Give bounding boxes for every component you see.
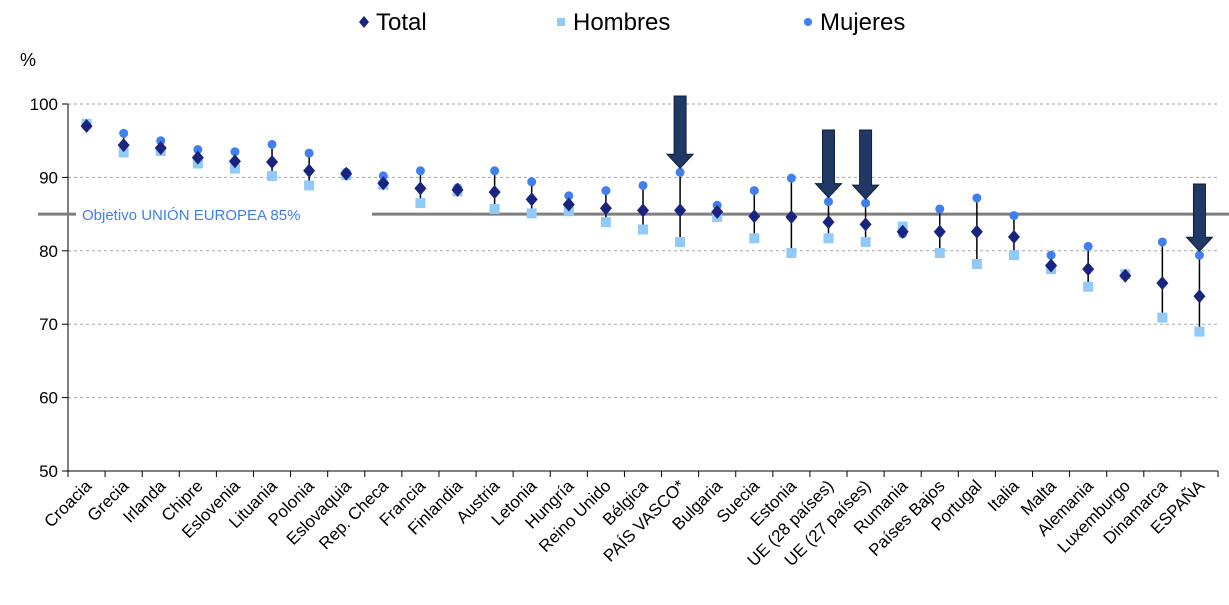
point-mujeres bbox=[972, 193, 982, 203]
legend-marker-hombres bbox=[557, 18, 565, 26]
point-hombres bbox=[934, 248, 945, 259]
point-mujeres bbox=[638, 180, 648, 190]
point-hombres bbox=[638, 224, 648, 235]
point-total bbox=[1119, 268, 1132, 283]
point-total bbox=[637, 203, 649, 218]
point-total bbox=[1007, 229, 1020, 244]
point-mujeres bbox=[1083, 241, 1093, 251]
point-mujeres bbox=[786, 173, 796, 183]
point-mujeres bbox=[601, 186, 611, 196]
point-mujeres bbox=[378, 171, 388, 181]
point-total bbox=[451, 182, 464, 197]
legend-marker-mujeres bbox=[804, 18, 812, 26]
point-total bbox=[1045, 258, 1058, 273]
point-total bbox=[822, 215, 835, 230]
point-mujeres bbox=[823, 197, 833, 207]
point-total bbox=[674, 203, 687, 218]
point-total bbox=[80, 119, 93, 134]
point-total bbox=[228, 154, 241, 169]
y-tick-label: 80 bbox=[39, 242, 58, 261]
point-mujeres bbox=[1046, 250, 1056, 260]
point-mujeres bbox=[527, 177, 537, 187]
point-hombres bbox=[971, 259, 982, 270]
y-unit-label: % bbox=[20, 50, 36, 70]
y-tick-label: 60 bbox=[39, 389, 58, 408]
point-mujeres bbox=[749, 186, 759, 196]
point-hombres bbox=[526, 208, 537, 219]
point-mujeres bbox=[230, 147, 240, 157]
highlight-arrow bbox=[851, 129, 880, 200]
point-mujeres bbox=[1157, 237, 1167, 247]
point-hombres bbox=[1157, 312, 1168, 323]
point-total bbox=[117, 138, 130, 153]
point-hombres bbox=[267, 170, 278, 181]
point-hombres bbox=[823, 233, 834, 244]
point-hombres bbox=[1194, 326, 1205, 337]
point-hombres bbox=[304, 180, 315, 191]
point-hombres bbox=[860, 236, 871, 247]
point-mujeres bbox=[935, 204, 945, 214]
legend-label: Hombres bbox=[573, 9, 670, 36]
y-tick-label: 90 bbox=[39, 168, 58, 187]
point-total bbox=[488, 185, 501, 200]
point-total bbox=[748, 209, 761, 224]
y-tick-label: 50 bbox=[39, 462, 58, 481]
point-mujeres bbox=[490, 166, 500, 176]
x-category-label: Irlanda bbox=[119, 476, 170, 527]
point-total bbox=[562, 197, 575, 212]
point-total bbox=[266, 154, 279, 169]
point-hombres bbox=[786, 248, 797, 259]
point-total bbox=[970, 224, 983, 239]
point-total bbox=[154, 141, 167, 156]
point-total bbox=[191, 150, 204, 165]
x-category-label: Italia bbox=[984, 476, 1023, 515]
point-mujeres bbox=[1194, 250, 1204, 260]
y-tick-label: 100 bbox=[30, 95, 58, 114]
point-mujeres bbox=[675, 167, 685, 177]
point-total bbox=[711, 204, 724, 219]
legend-label: Mujeres bbox=[820, 9, 905, 36]
point-hombres bbox=[415, 198, 426, 209]
point-mujeres bbox=[861, 198, 871, 208]
legend-marker-total bbox=[359, 16, 369, 28]
point-hombres bbox=[675, 236, 686, 247]
point-total bbox=[303, 163, 316, 178]
point-hombres bbox=[1008, 250, 1019, 261]
point-mujeres bbox=[119, 128, 129, 138]
point-total bbox=[1082, 262, 1095, 277]
y-tick-label: 70 bbox=[39, 315, 58, 334]
point-total bbox=[1193, 289, 1206, 304]
point-total bbox=[525, 192, 538, 207]
point-mujeres bbox=[1009, 211, 1019, 221]
point-total bbox=[896, 224, 909, 239]
point-hombres bbox=[749, 233, 760, 244]
point-mujeres bbox=[267, 139, 277, 149]
point-mujeres bbox=[564, 191, 574, 201]
point-hombres bbox=[229, 163, 240, 174]
point-hombres bbox=[1083, 281, 1094, 292]
legend-label: Total bbox=[376, 9, 427, 36]
highlight-arrow bbox=[665, 95, 695, 169]
point-mujeres bbox=[415, 166, 425, 176]
point-total bbox=[933, 224, 946, 239]
target-label: Objetivo UNIÓN EUROPEA 85% bbox=[82, 207, 300, 224]
point-mujeres bbox=[156, 136, 166, 146]
highlight-arrow bbox=[814, 129, 843, 199]
point-hombres bbox=[118, 147, 129, 158]
highlight-arrow bbox=[1185, 183, 1214, 252]
x-category-label: Croacia bbox=[41, 476, 96, 531]
point-total bbox=[599, 201, 612, 216]
point-total bbox=[859, 217, 872, 232]
point-total bbox=[414, 181, 427, 196]
point-mujeres bbox=[304, 148, 314, 158]
point-total bbox=[1156, 276, 1169, 291]
point-hombres bbox=[489, 203, 500, 214]
point-total bbox=[377, 176, 390, 191]
point-total bbox=[340, 166, 353, 181]
point-hombres bbox=[600, 217, 611, 228]
point-mujeres bbox=[193, 145, 203, 155]
point-total bbox=[785, 210, 798, 225]
